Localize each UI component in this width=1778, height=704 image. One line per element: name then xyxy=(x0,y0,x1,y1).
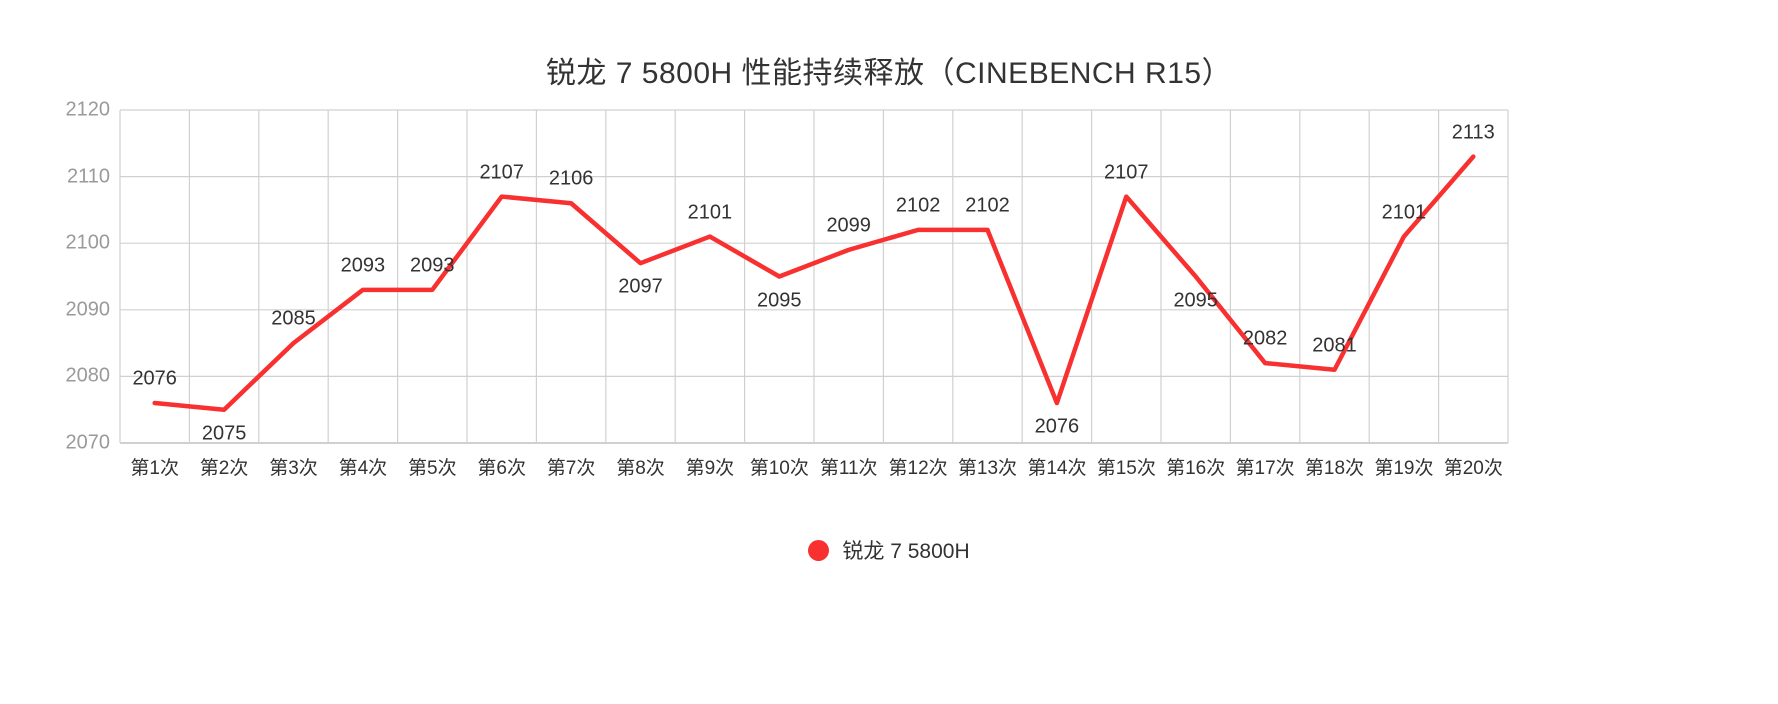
x-axis-tick-label: 第8次 xyxy=(616,458,665,479)
x-axis-tick-label: 第9次 xyxy=(685,458,735,479)
plot-area xyxy=(120,110,1508,443)
x-axis-tick-label: 第11次 xyxy=(819,458,878,479)
data-point-label: 2081 xyxy=(1312,334,1357,357)
data-point-label: 2075 xyxy=(201,422,247,445)
x-axis-tick-label: 第7次 xyxy=(546,458,596,479)
data-point-label: 2095 xyxy=(757,289,802,311)
y-axis-tick-label: 2100 xyxy=(65,231,111,254)
y-axis-tick-label: 2070 xyxy=(65,431,111,454)
x-axis-tick-label: 第19次 xyxy=(1374,458,1434,479)
data-point-label: 2107 xyxy=(479,161,524,184)
data-point-label: 2093 xyxy=(340,254,386,277)
x-axis-tick-label: 第6次 xyxy=(477,458,526,479)
chart-legend: 锐龙 7 5800H xyxy=(0,535,1778,565)
x-axis-tick-label: 第5次 xyxy=(408,458,457,479)
x-axis-label-group: 第1次 第2次 第3次 第4次 第5次 第6次 第7次 第8次 第9次 第10次 第11次 第12次第… xyxy=(120,455,1508,531)
data-point-label: 2076 xyxy=(132,367,177,390)
y-axis-tick-label: 2080 xyxy=(65,364,111,387)
data-point-label: 2097 xyxy=(618,275,663,298)
data-point-label: 2095 xyxy=(1173,289,1218,311)
x-axis-tick-label: 第13次 xyxy=(957,458,1018,479)
data-point-label: 2106 xyxy=(548,167,594,190)
data-point-label: 2113 xyxy=(1451,121,1495,144)
data-point-label: 2101 xyxy=(1381,201,1427,224)
chart-title: 锐龙 7 5800H 性能持续释放（CINEBENCH R15） xyxy=(545,57,1233,90)
x-axis-tick-label: 第2次 xyxy=(199,458,249,479)
y-axis-tick-label: 2090 xyxy=(65,298,111,321)
data-point-label: 2085 xyxy=(271,307,316,330)
data-point-label: 2093 xyxy=(410,254,455,277)
y-axis-label-group: 2070 2080 2090 2100 2110 2120 xyxy=(40,99,111,454)
x-axis-tick-label: 第10次 xyxy=(749,458,809,479)
data-point-label: 2101 xyxy=(687,201,733,224)
x-axis-tick-label: 第3次 xyxy=(269,458,318,479)
x-axis-tick-label: 第4次 xyxy=(338,458,388,479)
legend-entry-label: 锐龙 7 5800H xyxy=(842,540,970,563)
data-point-label: 2107 xyxy=(1104,161,1149,184)
x-axis-tick-label: 第1次 xyxy=(130,458,179,479)
y-axis-tick-label: 2120 xyxy=(65,98,111,121)
data-point-label: 2102 xyxy=(965,194,1010,217)
circle-marker-icon xyxy=(808,539,830,561)
series-line-group xyxy=(120,110,1508,443)
grid-lines xyxy=(120,110,1508,443)
x-axis-tick-label: 第18次 xyxy=(1304,458,1365,479)
x-axis-tick-label: 第14次 xyxy=(1027,458,1087,479)
data-point-label: 2082 xyxy=(1242,327,1288,350)
data-point-label: 2102 xyxy=(895,194,941,217)
x-axis-tick-label: 第16次 xyxy=(1166,458,1226,479)
data-point-label: 2099 xyxy=(826,214,871,237)
x-axis-tick-label: 第15次 xyxy=(1096,458,1156,479)
y-axis-tick-label: 2110 xyxy=(66,165,110,188)
x-axis-tick-label: 第12次 xyxy=(888,458,948,479)
x-axis-tick-label: 第20次 xyxy=(1443,458,1503,479)
x-axis-tick-label: 第17次 xyxy=(1235,458,1295,479)
data-point-label: 2076 xyxy=(1034,415,1080,438)
